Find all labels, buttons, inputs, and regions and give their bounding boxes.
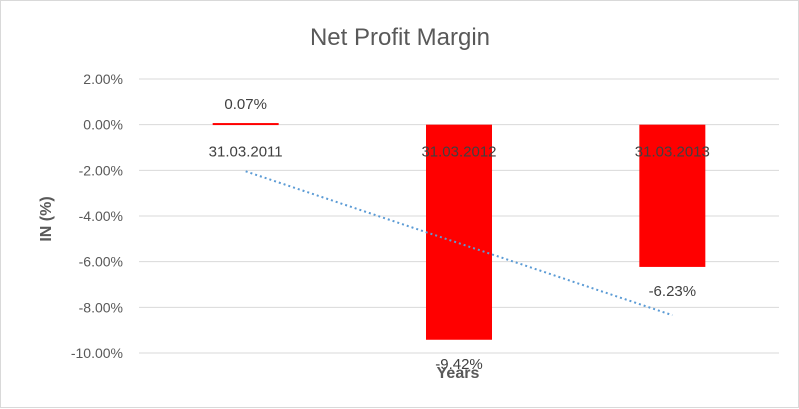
y-tick-label: -4.00%	[79, 208, 123, 224]
y-tick-label: -6.00%	[79, 254, 123, 270]
data-label: -9.42%	[435, 356, 483, 373]
y-axis-title: IN (%)	[38, 196, 55, 241]
x-axis-title: Years	[437, 365, 480, 382]
bar	[212, 123, 279, 126]
trendline	[245, 170, 673, 317]
data-labels: 0.07% -9.42% -6.23%	[224, 96, 696, 373]
category-label: 31.03.2011	[209, 144, 283, 161]
data-label: 0.07%	[224, 96, 267, 113]
y-tick-label: -10.00%	[71, 345, 123, 361]
y-tick-labels: 2.00% 0.00% -2.00% -4.00% -6.00% -8.00% -10.00…	[71, 71, 123, 361]
category-label: 31.03.2012	[421, 144, 496, 161]
y-tick-label: -2.00%	[79, 162, 123, 178]
bar-series	[212, 123, 706, 340]
trendline-layer	[245, 170, 673, 317]
y-tick-label: -8.00%	[79, 299, 123, 315]
y-tick-label: 0.00%	[83, 117, 123, 133]
data-label: -6.23%	[649, 283, 697, 300]
category-label: 31.03.2013	[635, 144, 710, 161]
category-labels: 31.03.2011 31.03.2012 31.03.2013	[209, 144, 710, 161]
chart-title: Net Profit Margin	[310, 24, 490, 51]
bar	[426, 124, 492, 340]
bar	[639, 124, 706, 267]
y-tick-label: 2.00%	[83, 71, 123, 87]
